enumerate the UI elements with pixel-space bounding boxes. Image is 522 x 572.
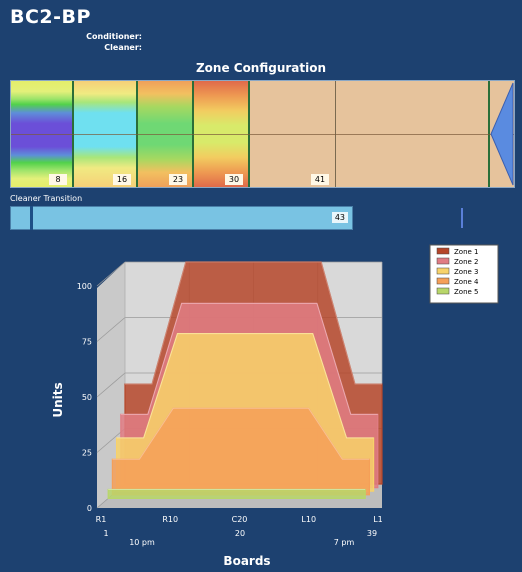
cleaner-transition-bar[interactable]: 43 bbox=[10, 206, 353, 230]
chart-area-ridge bbox=[125, 261, 382, 385]
chart-x-secondary-label: 10 pm bbox=[129, 538, 155, 547]
zone-configuration-bar: 8 16 23 30 41 bbox=[10, 80, 515, 188]
chart-area-ridge bbox=[120, 302, 378, 415]
chart-areas bbox=[107, 261, 383, 499]
chart-gridline bbox=[96, 317, 126, 342]
app-title: BC2-BP bbox=[10, 6, 91, 28]
chart-gridline bbox=[96, 372, 126, 398]
chart-area-ridge bbox=[116, 333, 374, 439]
cleaner-transition-end-marker bbox=[461, 208, 463, 228]
chart-area-series bbox=[111, 407, 370, 496]
cleaner-transition-handle[interactable] bbox=[30, 206, 33, 230]
chart-x-tick-label: R1 bbox=[96, 515, 107, 524]
legend-swatch bbox=[436, 267, 450, 275]
chart-legend-items: Zone 1 Zone 2 Zone 3 Zone 4 Zone 5 bbox=[436, 247, 479, 296]
chart-area-ridge bbox=[112, 407, 370, 460]
conditioner-label: Conditioner: bbox=[86, 32, 142, 41]
chart-x-secondary-label: 39 bbox=[367, 529, 377, 538]
chart-x-secondary-label: 1 bbox=[103, 529, 108, 538]
zone-segment-2-number: 16 bbox=[113, 174, 131, 185]
zone-segment-5[interactable]: 41 bbox=[249, 81, 335, 187]
chart-x-ticks: R1 R10 C20 L10 L1 1 10 pm 20 7 pm 39 bbox=[96, 515, 383, 547]
zone-segment-5-number: 41 bbox=[311, 174, 329, 185]
legend-label: Zone 2 bbox=[454, 258, 479, 266]
chart-y-tick-label: 25 bbox=[82, 449, 92, 458]
legend-swatch bbox=[436, 277, 450, 285]
chart-x-axis-label: Boards bbox=[223, 554, 270, 568]
chart-y-tick-label: 75 bbox=[82, 338, 92, 347]
chart-x-secondary-label: 7 pm bbox=[334, 538, 355, 547]
cleaner-label: Cleaner: bbox=[104, 43, 142, 52]
legend-swatch bbox=[436, 247, 450, 255]
cleaner-transition-value: 43 bbox=[331, 212, 348, 223]
zone-segment-1-number: 8 bbox=[49, 174, 67, 185]
chart-y-tick-label: 0 bbox=[87, 504, 92, 513]
zone-end-wedge bbox=[490, 82, 514, 186]
legend-label: Zone 3 bbox=[454, 268, 479, 276]
zone-segment-3-number: 23 bbox=[169, 174, 187, 185]
chart-y-tick-label: 50 bbox=[82, 393, 92, 402]
chart-y-axis-label: Units bbox=[51, 382, 65, 417]
zone-center-line bbox=[11, 134, 514, 135]
legend-label: Zone 5 bbox=[454, 288, 479, 296]
chart-x-tick-label: R10 bbox=[162, 515, 178, 524]
chart-y-ticks: 0 25 50 75 100 bbox=[77, 282, 92, 513]
chart-gridline bbox=[96, 261, 126, 287]
legend-label: Zone 1 bbox=[454, 248, 479, 256]
legend-swatch bbox=[436, 257, 450, 265]
legend-swatch bbox=[436, 287, 450, 295]
chart-y-tick-label: 100 bbox=[77, 282, 92, 291]
chart-x-tick-label: L10 bbox=[301, 515, 316, 524]
chart-x-tick-label: C20 bbox=[232, 515, 248, 524]
legend-label: Zone 4 bbox=[454, 278, 479, 286]
zone-configuration-title: Zone Configuration bbox=[195, 61, 327, 75]
chart-x-tick-label: L1 bbox=[373, 515, 383, 524]
chart-area-series bbox=[107, 488, 366, 499]
chart-x-secondary-label: 20 bbox=[235, 529, 245, 538]
zone-segment-4-number: 30 bbox=[225, 174, 243, 185]
cleaner-transition-label: Cleaner Transition bbox=[10, 194, 83, 203]
